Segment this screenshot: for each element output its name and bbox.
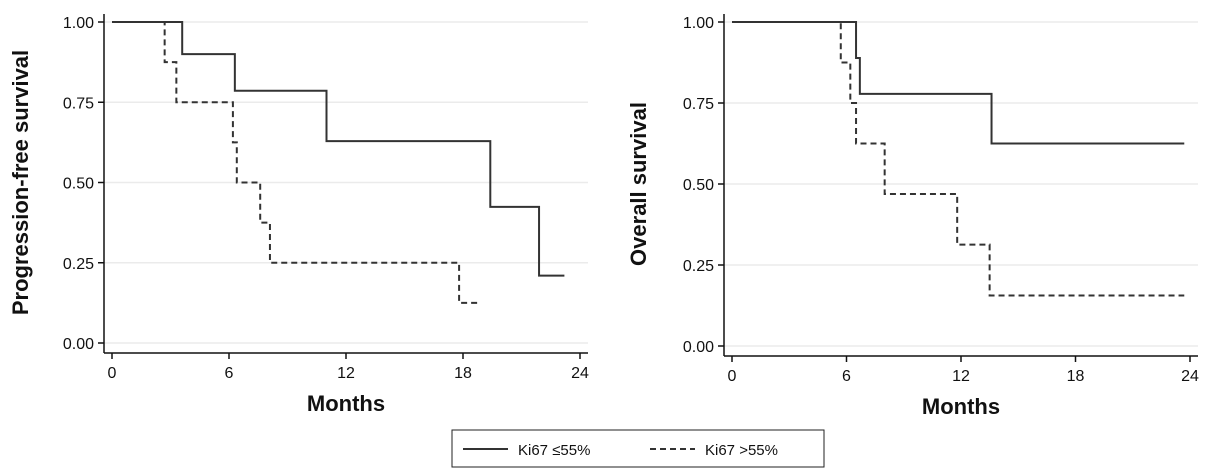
pfs-panel: 0.00 0.25 0.50 0.75 1.00 0 6 12 18 24 Months Progre… bbox=[8, 14, 589, 416]
os-y-axis-title: Overall survival bbox=[626, 102, 651, 266]
os-ytick-label: 1.00 bbox=[683, 15, 714, 32]
legend-box bbox=[451, 429, 825, 468]
pfs-ytick-label: 1.00 bbox=[63, 15, 94, 32]
os-xtick-label: 0 bbox=[728, 368, 737, 385]
legend-label-high-ki67: Ki67 >55% bbox=[705, 442, 778, 459]
pfs-series-high-ki67 bbox=[112, 21, 479, 304]
os-x-axis-title: Months bbox=[922, 394, 1000, 419]
pfs-ytick-label: 0.00 bbox=[63, 336, 94, 353]
os-series-high-ki67 bbox=[732, 21, 1185, 297]
pfs-series-low-ki67 bbox=[112, 21, 565, 277]
os-panel: 0.00 0.25 0.50 0.75 1.00 0 6 12 18 24 Months Overal… bbox=[626, 14, 1199, 419]
pfs-xtick-label: 12 bbox=[337, 365, 355, 382]
pfs-ytick-label: 0.75 bbox=[63, 95, 94, 112]
os-ytick-label: 0.50 bbox=[683, 177, 714, 194]
pfs-y-axis-title: Progression-free survival bbox=[8, 50, 33, 315]
os-series-low-ki67 bbox=[732, 21, 1185, 145]
pfs-xtick-label: 24 bbox=[571, 365, 589, 382]
os-xtick-label: 12 bbox=[952, 368, 970, 385]
os-xtick-label: 6 bbox=[842, 368, 851, 385]
os-xtick-label: 24 bbox=[1181, 368, 1199, 385]
os-ytick-label: 0.00 bbox=[683, 339, 714, 356]
pfs-ytick-label: 0.50 bbox=[63, 176, 94, 193]
pfs-xtick-label: 0 bbox=[108, 365, 117, 382]
pfs-x-axis-title: Months bbox=[307, 391, 385, 416]
pfs-xtick-label: 6 bbox=[225, 365, 234, 382]
legend: Ki67 ≤55% Ki67 >55% bbox=[451, 429, 825, 468]
os-ytick-label: 0.25 bbox=[683, 258, 714, 275]
pfs-ytick-label: 0.25 bbox=[63, 256, 94, 273]
pfs-xtick-label: 18 bbox=[454, 365, 472, 382]
os-ytick-label: 0.75 bbox=[683, 96, 714, 113]
os-xtick-label: 18 bbox=[1067, 368, 1085, 385]
legend-label-low-ki67: Ki67 ≤55% bbox=[518, 442, 590, 459]
